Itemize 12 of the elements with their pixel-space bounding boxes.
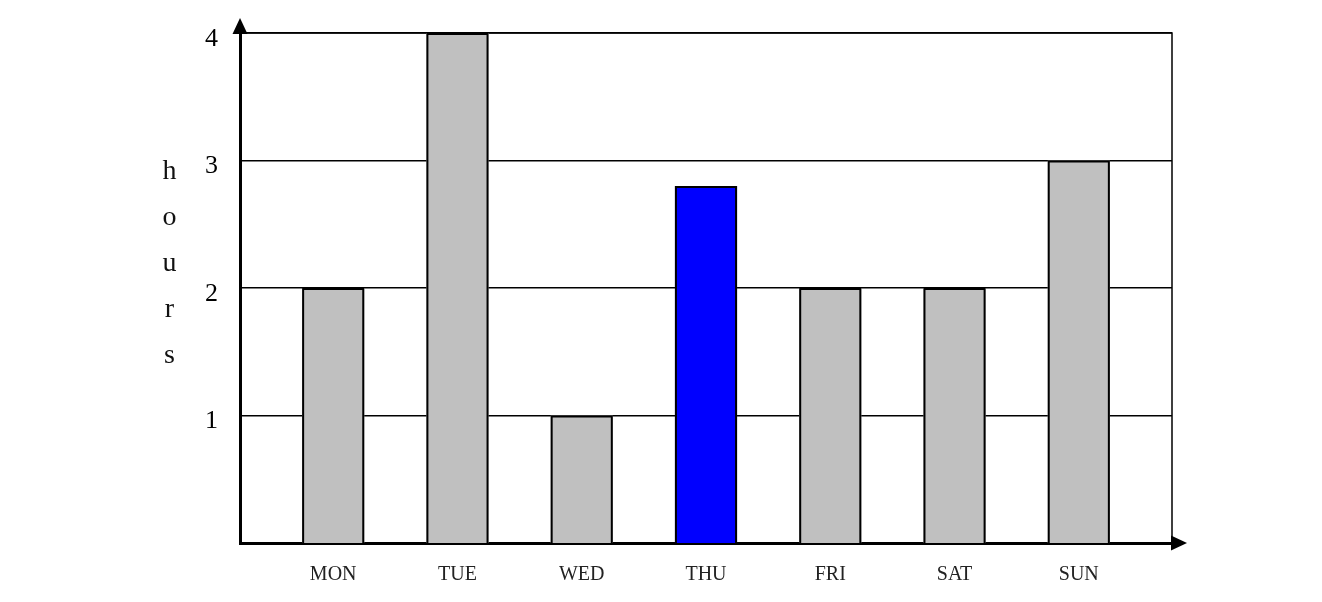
x-tick-label: MON xyxy=(309,562,357,585)
y-tick-label: 1 xyxy=(205,405,218,435)
x-tick-label: SUN xyxy=(1058,562,1099,585)
y-tick-label: 3 xyxy=(205,150,218,180)
y-axis-title: hours xyxy=(154,154,185,384)
x-tick-label: TUE xyxy=(438,562,477,585)
y-tick-label: 2 xyxy=(205,277,218,307)
y-tick-label: 4 xyxy=(205,22,218,52)
x-tick-label: THU xyxy=(685,562,728,585)
x-tick-label: FRI xyxy=(814,562,846,585)
x-tick-label: WED xyxy=(558,562,605,585)
x-tick-label: SAT xyxy=(936,562,973,585)
